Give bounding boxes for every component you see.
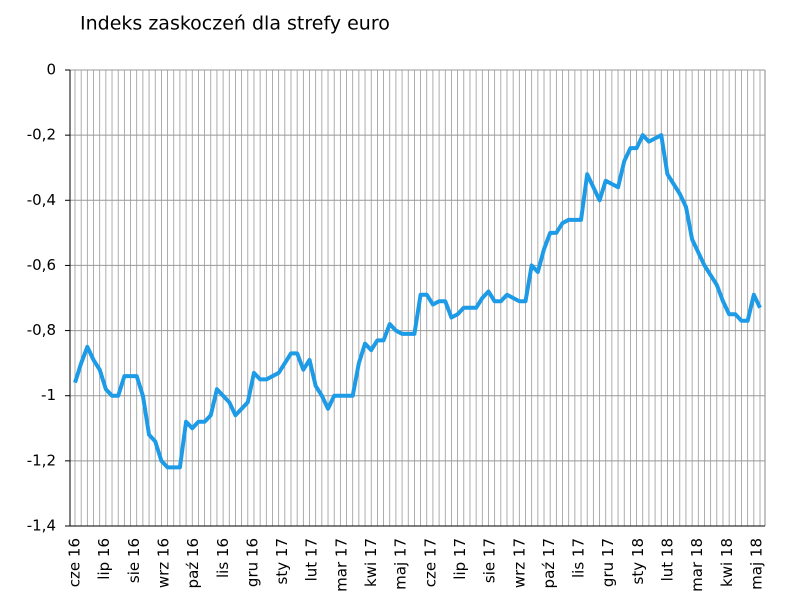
x-tick-label: cze 17	[421, 538, 439, 587]
line-series	[73, 133, 762, 470]
x-tick-label: paź 17	[540, 538, 558, 588]
y-tick-label: -1	[41, 386, 56, 404]
y-tick-label: -0,6	[27, 256, 56, 274]
x-tick-label: sie 16	[125, 538, 143, 583]
x-tick-label: sty 18	[629, 538, 647, 584]
x-tick-label: mar 18	[688, 538, 706, 592]
x-tick-label: gru 16	[243, 538, 261, 587]
x-tick-label: sty 17	[273, 538, 291, 584]
y-tick-label: -1,2	[27, 451, 56, 469]
x-tick-label: paź 16	[184, 538, 202, 588]
x-tick-label: lis 16	[214, 538, 232, 578]
x-tick-label: wrz 16	[154, 538, 172, 588]
y-tick-label: -0,4	[27, 191, 56, 209]
x-tick-label: cze 16	[66, 538, 84, 587]
x-tick-label: wrz 17	[510, 538, 528, 588]
y-tick-label: -1,4	[27, 517, 56, 535]
x-tick-label: gru 17	[599, 538, 617, 587]
x-tick-label: maj 18	[748, 538, 766, 590]
x-tick-label: kwi 17	[362, 538, 380, 587]
x-tick-label: lis 17	[570, 538, 588, 578]
y-tick-label: 0	[46, 61, 56, 79]
x-tick-label: lut 18	[659, 538, 677, 581]
x-tick-label: mar 17	[332, 538, 350, 592]
x-tick-label: lip 17	[451, 538, 469, 580]
x-tick-label: lut 17	[303, 538, 321, 581]
y-tick-label: -0,2	[27, 126, 56, 144]
x-tick-label: maj 17	[392, 538, 410, 590]
y-tick-label: -0,8	[27, 321, 56, 339]
x-tick-label: kwi 18	[718, 538, 736, 587]
chart-title: Indeks zaskoczeń dla strefy euro	[80, 13, 390, 35]
x-tick-label: sie 17	[481, 538, 499, 583]
x-tick-label: lip 16	[95, 538, 113, 580]
